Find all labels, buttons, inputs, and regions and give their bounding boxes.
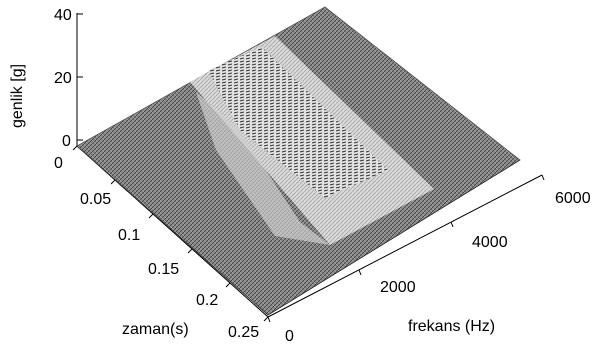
time-tick-mark <box>72 145 78 151</box>
frequency-tick-label: 4000 <box>472 234 508 251</box>
time-tick-label: 0.1 <box>118 227 140 244</box>
time-tick-mark <box>225 282 231 288</box>
frequency-tick-mark <box>358 269 362 276</box>
time-tick-label: 0.25 <box>228 324 259 341</box>
frequency-tick-mark <box>541 174 545 181</box>
time-tick-label: 0.05 <box>80 191 111 208</box>
z-tick-label: 20 <box>54 70 72 87</box>
energy-band-highlight <box>196 92 330 245</box>
time-axis-label: zaman(s) <box>122 321 189 338</box>
surface-edge <box>76 145 521 316</box>
frequency-tick-label: 2000 <box>380 279 416 296</box>
time-tick-mark <box>110 179 116 185</box>
frequency-tick-label: 0 <box>285 328 294 345</box>
frequency-tick-mark <box>450 221 454 228</box>
z-axis-label: genlik [g] <box>9 64 26 128</box>
frequency-axis-line <box>267 174 543 318</box>
frequency-tick-mark <box>267 316 271 323</box>
time-tick-mark <box>187 248 193 254</box>
frequency-tick-label: 6000 <box>555 190 591 207</box>
z-tick-label: 40 <box>54 7 72 24</box>
frequency-axis-label: frekans (Hz) <box>408 318 495 335</box>
time-tick-label: 0.2 <box>196 292 218 309</box>
time-tick-label: 0 <box>54 155 63 172</box>
time-tick-mark <box>148 213 154 219</box>
time-tick-mark <box>263 316 269 322</box>
energy-band-peak <box>208 47 388 198</box>
time-tick-label: 0.15 <box>148 261 179 278</box>
z-tick-label: 0 <box>62 133 71 150</box>
